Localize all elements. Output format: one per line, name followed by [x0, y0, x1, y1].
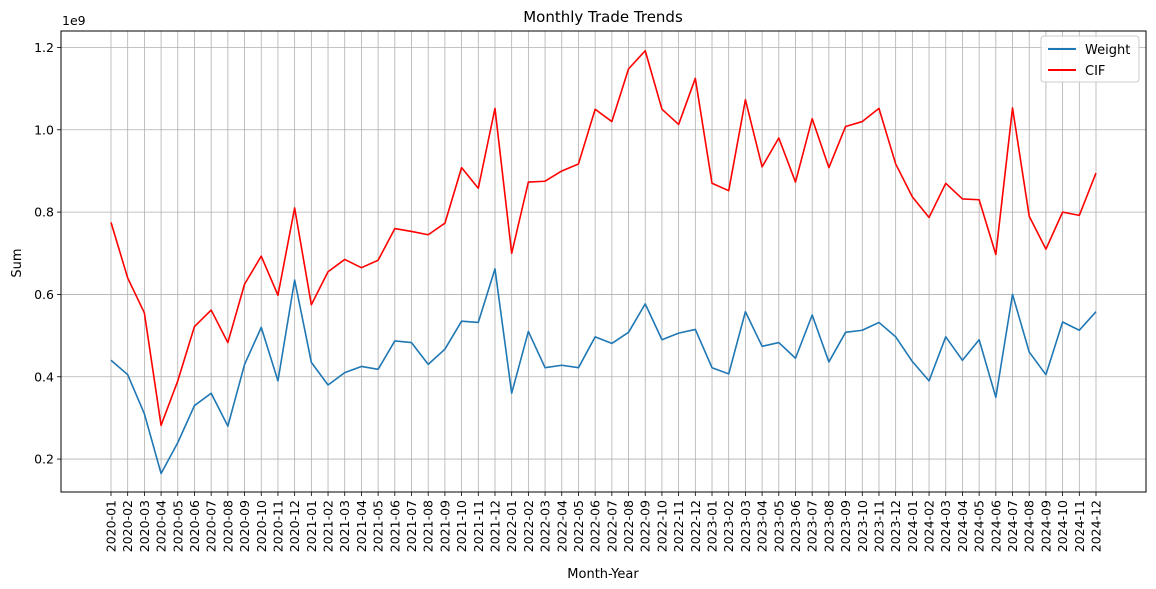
x-tick-label: 2021-12 [487, 500, 502, 552]
grid [61, 31, 1146, 492]
x-tick-label: 2022-03 [538, 500, 553, 552]
x-tick-label: 2021-04 [354, 500, 369, 552]
x-tick-label: 2021-05 [371, 500, 386, 552]
x-axis: 2020-01 2020-02 2020-03 2020-04 2020-05 2020-… [104, 492, 1104, 552]
x-tick-label: 2020-07 [204, 500, 219, 552]
x-tick-label: 2023-11 [871, 500, 886, 552]
x-tick-label: 2020-01 [104, 500, 119, 552]
x-tick-label: 2023-02 [721, 500, 736, 552]
x-tick-label: 2022-06 [588, 500, 603, 552]
x-tick-label: 2023-05 [771, 500, 786, 552]
x-tick-label: 2021-07 [404, 500, 419, 552]
x-tick-label: 2024-08 [1022, 500, 1037, 552]
x-tick-label: 2024-07 [1005, 500, 1020, 552]
y-tick-label: 0.6 [34, 287, 54, 302]
chart-title: Monthly Trade Trends [523, 8, 683, 26]
y-tick-label: 1.2 [34, 40, 54, 55]
x-tick-label: 2023-01 [705, 500, 720, 552]
plot-frame [60, 30, 1147, 493]
x-tick-label: 2023-08 [821, 500, 836, 552]
x-tick-label: 2022-02 [521, 500, 536, 552]
x-tick-label: 2020-10 [254, 500, 269, 552]
x-tick-label: 2023-04 [755, 500, 770, 552]
x-tick-label: 2023-07 [805, 500, 820, 552]
y-tick-label: 0.2 [34, 452, 54, 467]
x-tick-label: 2022-12 [688, 500, 703, 552]
y-tick-label: 0.8 [34, 205, 54, 220]
x-tick-label: 2024-01 [905, 500, 920, 552]
y-scale-label: 1e9 [62, 13, 86, 28]
x-tick-label: 2024-12 [1089, 500, 1104, 552]
x-tick-label: 2020-12 [287, 500, 302, 552]
legend-label-weight: Weight [1085, 43, 1130, 58]
y-tick-label: 0.4 [34, 369, 54, 384]
x-tick-label: 2020-04 [154, 500, 169, 552]
y-axis: 0.2 0.4 0.6 0.8 1.0 1.2 [34, 40, 61, 467]
x-tick-label: 2021-01 [304, 500, 319, 552]
x-tick-label: 2022-10 [654, 500, 669, 552]
legend-label-cif: CIF [1085, 64, 1105, 79]
x-tick-label: 2021-03 [337, 500, 352, 552]
x-tick-label: 2024-04 [955, 500, 970, 552]
x-tick-label: 2023-06 [788, 500, 803, 552]
x-tick-label: 2023-10 [855, 500, 870, 552]
x-tick-label: 2020-05 [170, 500, 185, 552]
x-tick-label: 2022-05 [571, 500, 586, 552]
x-tick-label: 2020-09 [237, 500, 252, 552]
x-tick-label: 2023-03 [738, 500, 753, 552]
x-tick-label: 2020-02 [120, 500, 135, 552]
x-tick-label: 2024-09 [1038, 500, 1053, 552]
x-tick-label: 2021-08 [421, 500, 436, 552]
x-axis-label: Month-Year [567, 567, 639, 582]
x-tick-label: 2022-07 [604, 500, 619, 552]
x-tick-label: 2020-08 [220, 500, 235, 552]
series-line-cif [110, 49, 1097, 427]
x-tick-label: 2021-10 [454, 500, 469, 552]
x-tick-label: 2021-02 [321, 500, 336, 552]
x-tick-label: 2022-11 [671, 500, 686, 552]
x-tick-label: 2020-06 [187, 500, 202, 552]
legend: Weight CIF [1040, 35, 1140, 83]
x-tick-label: 2021-09 [437, 500, 452, 552]
x-tick-label: 2024-03 [938, 500, 953, 552]
x-tick-label: 2024-11 [1072, 500, 1087, 552]
x-tick-label: 2020-03 [137, 500, 152, 552]
x-tick-label: 2020-11 [270, 500, 285, 552]
x-tick-label: 2022-08 [621, 500, 636, 552]
x-tick-label: 2022-01 [504, 500, 519, 552]
x-tick-label: 2024-05 [972, 500, 987, 552]
y-axis-label: Sum [10, 248, 25, 277]
x-tick-label: 2022-04 [554, 500, 569, 552]
x-tick-label: 2023-12 [888, 500, 903, 552]
x-tick-label: 2021-11 [471, 500, 486, 552]
x-tick-label: 2024-02 [922, 500, 937, 552]
x-tick-label: 2023-09 [838, 500, 853, 552]
x-tick-label: 2024-10 [1055, 500, 1070, 552]
x-tick-label: 2024-06 [988, 500, 1003, 552]
x-tick-label: 2021-06 [387, 500, 402, 552]
x-tick-label: 2022-09 [638, 500, 653, 552]
y-tick-label: 1.0 [34, 122, 54, 137]
series-layer [110, 49, 1097, 475]
series-line-weight [110, 268, 1097, 475]
